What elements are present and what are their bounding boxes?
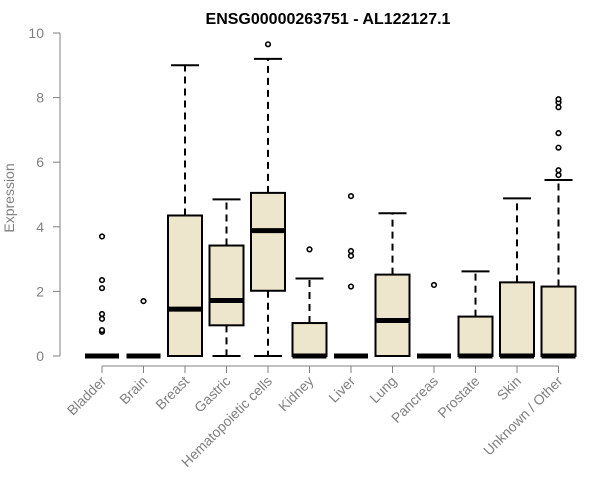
y-axis: 0 2 4 6 8 10 (28, 25, 61, 364)
outlier-point (98, 233, 106, 240)
chart-title: ENSG00000263751 - AL122127.1 (206, 11, 451, 28)
y-tick-label: 6 (36, 154, 44, 170)
boxes-layer (85, 41, 577, 359)
outlier-point (98, 310, 106, 318)
outlier-point (430, 281, 438, 289)
box-group (417, 281, 451, 359)
x-tick-label: Brain (116, 373, 150, 407)
box-group (540, 96, 577, 359)
outlier-point (306, 246, 313, 253)
box-group (85, 233, 119, 359)
outlier-point (347, 252, 355, 259)
box-group (499, 197, 535, 359)
outlier-point (347, 283, 355, 290)
iqr-box (291, 322, 328, 357)
y-tick-label: 8 (36, 90, 44, 106)
outlier-point (347, 193, 355, 200)
y-tick-label: 2 (36, 283, 44, 299)
outlier-point (98, 315, 106, 322)
outlier-point (264, 41, 272, 48)
iqr-box (499, 281, 535, 357)
outlier-point (98, 327, 106, 334)
x-tick-label: Lung (366, 373, 399, 406)
outlier-point (555, 104, 562, 111)
x-tick-label: Prostate (434, 373, 482, 421)
x-tick-label: Kidney (275, 373, 317, 415)
x-tick-label: Liver (325, 373, 358, 406)
y-tick-label: 0 (36, 348, 44, 364)
box-group (291, 246, 328, 359)
y-axis-label: Expression (1, 163, 17, 232)
box-group (126, 297, 161, 359)
iqr-box (457, 315, 494, 357)
box-group (334, 193, 368, 359)
outlier-point (555, 130, 562, 137)
iqr-box (167, 214, 203, 357)
iqr-box (250, 191, 286, 292)
outlier-point (98, 276, 106, 284)
box-group (250, 41, 286, 357)
outlier-point (140, 297, 147, 305)
iqr-box (540, 285, 577, 357)
box-group (167, 64, 203, 357)
y-tick-label: 10 (28, 25, 44, 41)
outlier-point (555, 167, 562, 174)
box-group (374, 212, 411, 358)
x-tick-label: Breast (152, 373, 192, 413)
x-tick-label: Skin (494, 373, 525, 404)
outlier-point (347, 247, 355, 255)
x-tick-label: Unknown / Other (480, 373, 566, 459)
x-tick-label: Bladder (64, 373, 110, 419)
iqr-box (208, 244, 245, 327)
box-group (457, 270, 494, 359)
outlier-point (555, 144, 562, 151)
outlier-point (555, 172, 562, 179)
outlier-point (98, 285, 106, 292)
outlier-point (555, 96, 562, 103)
iqr-box (374, 273, 411, 358)
box-group (208, 198, 245, 357)
y-tick-label: 4 (36, 219, 44, 235)
